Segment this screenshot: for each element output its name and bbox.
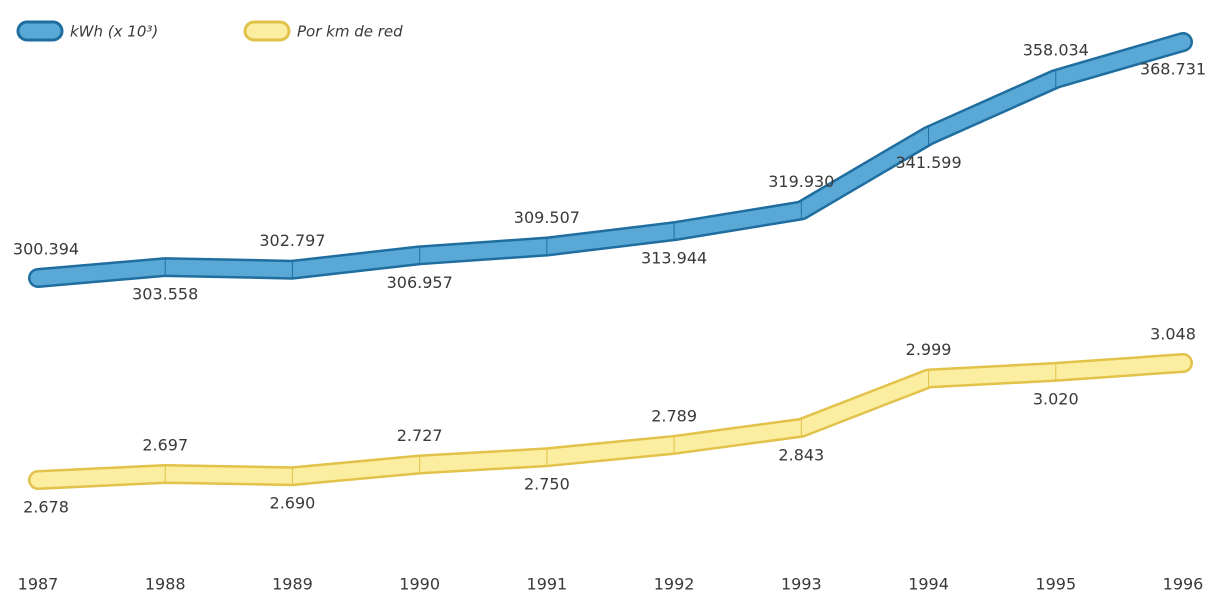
- x-tick-label: 1988: [145, 575, 186, 594]
- data-label: 319.930: [768, 172, 834, 191]
- data-label: 313.944: [641, 249, 707, 268]
- data-label: 309.507: [514, 208, 580, 227]
- data-label: 368.731: [1140, 60, 1206, 79]
- data-label: 2.697: [142, 435, 188, 454]
- line: [30, 34, 1191, 286]
- data-label: 2.690: [270, 494, 316, 513]
- data-label: 2.999: [906, 340, 952, 359]
- legend-label: kWh (x 10³): [70, 23, 158, 41]
- data-label: 2.727: [397, 426, 443, 445]
- line: [30, 355, 1191, 488]
- data-label: 358.034: [1023, 40, 1089, 59]
- x-tick-label: 1996: [1163, 575, 1204, 594]
- data-label: 2.789: [651, 406, 697, 425]
- data-label: 306.957: [387, 273, 453, 292]
- data-label: 300.394: [13, 240, 79, 259]
- x-tick-label: 1991: [527, 575, 568, 594]
- legend-swatch: [243, 20, 291, 42]
- data-label: 303.558: [132, 285, 198, 304]
- data-label: 2.843: [778, 445, 824, 464]
- data-label: 2.750: [524, 475, 570, 494]
- x-tick-label: 1990: [399, 575, 440, 594]
- x-tick-label: 1987: [18, 575, 59, 594]
- legend-label: Por km de red: [297, 23, 403, 41]
- data-label: 2.678: [23, 498, 69, 517]
- data-label: 3.020: [1033, 389, 1079, 408]
- x-tick-label: 1989: [272, 575, 313, 594]
- x-tick-label: 1995: [1035, 575, 1076, 594]
- data-label: 341.599: [895, 153, 961, 172]
- x-tick-label: 1993: [781, 575, 822, 594]
- x-tick-label: 1994: [908, 575, 949, 594]
- x-tick-label: 1992: [654, 575, 695, 594]
- data-label: 3.048: [1150, 325, 1196, 344]
- legend-swatch: [16, 20, 64, 42]
- data-label: 302.797: [259, 231, 325, 250]
